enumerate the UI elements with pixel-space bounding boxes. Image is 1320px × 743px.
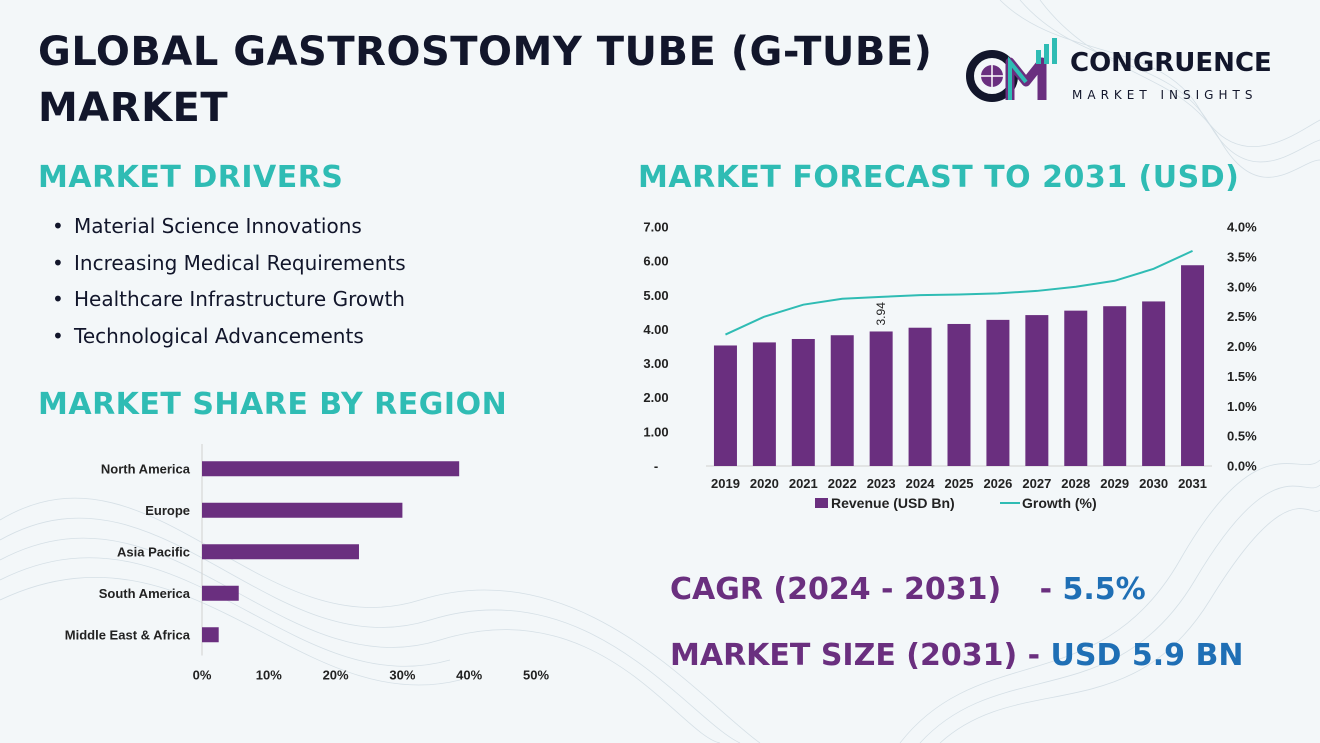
x-tick-label: 20% <box>323 668 349 683</box>
x-tick-label: 2027 <box>1022 476 1051 491</box>
y2-tick-label: 3.5% <box>1227 249 1257 264</box>
market-size-label: MARKET SIZE (2031) <box>670 638 1018 673</box>
revenue-bar <box>713 345 737 466</box>
y-tick-label: 1.00 <box>643 424 668 439</box>
revenue-bar <box>947 323 971 466</box>
cagr-label: CAGR (2024 - 2031) <box>670 572 1002 607</box>
x-tick-label: 50% <box>523 668 549 683</box>
driver-item-label: Technological Advancements <box>74 323 364 348</box>
revenue-bar <box>1064 310 1088 466</box>
forecast-heading: MARKET FORECAST TO 2031 (USD) <box>638 160 1240 195</box>
drivers-list: • Material Science Innovations • Increasin… <box>52 208 406 354</box>
company-logo: CONGRUENCE MARKET INSIGHTS <box>962 36 1292 108</box>
region-bar <box>202 544 359 560</box>
y-tick-label: 2.00 <box>643 390 668 405</box>
x-tick-label: 2020 <box>750 476 779 491</box>
legend-swatch-revenue <box>815 498 828 508</box>
y2-tick-label: 0.0% <box>1227 459 1257 474</box>
revenue-bar <box>791 338 815 466</box>
driver-item-label: Material Science Innovations <box>74 214 362 238</box>
region-category-label: Asia Pacific <box>117 544 190 559</box>
revenue-bar <box>1142 301 1166 466</box>
driver-item: • Increasing Medical Requirements <box>52 250 406 275</box>
y-tick-label: 3.00 <box>643 356 668 371</box>
logo-tagline: MARKET INSIGHTS <box>1072 88 1258 102</box>
x-tick-label: 0% <box>193 668 212 683</box>
revenue-bar <box>830 335 854 466</box>
driver-item-label: Increasing Medical Requirements <box>74 250 406 275</box>
driver-item-label: Healthcare Infrastructure Growth <box>74 287 405 311</box>
region-bar <box>202 627 219 643</box>
logo-mark-icon <box>966 38 1057 102</box>
legend-label-growth: Growth (%) <box>1022 495 1097 511</box>
y2-tick-label: 1.5% <box>1227 369 1257 384</box>
driver-item: • Healthcare Infrastructure Growth <box>52 287 405 311</box>
region-category-label: North America <box>101 461 191 476</box>
x-tick-label: 2026 <box>983 476 1012 491</box>
page-title: GLOBAL GASTROSTOMY TUBE (G-TUBE) MARKET <box>38 29 933 131</box>
y2-tick-label: 1.0% <box>1227 399 1257 414</box>
logo-name: CONGRUENCE <box>1070 48 1272 78</box>
x-tick-label: 10% <box>256 668 282 683</box>
legend-label-revenue: Revenue (USD Bn) <box>831 495 955 511</box>
y-tick-label: 5.00 <box>643 288 668 303</box>
x-tick-label: 40% <box>456 668 482 683</box>
region-share-chart: North America Europe Asia Pacific South Ame… <box>65 444 549 683</box>
x-tick-label: 2031 <box>1178 476 1207 491</box>
region-bar <box>202 502 403 518</box>
revenue-bar <box>869 331 893 466</box>
x-tick-label: 2030 <box>1139 476 1168 491</box>
x-tick-label: 2019 <box>711 476 740 491</box>
y2-tick-label: 2.5% <box>1227 309 1257 324</box>
revenue-bar <box>1103 306 1127 466</box>
region-category-label: South America <box>99 586 191 601</box>
region-category-label: Middle East & Africa <box>65 627 191 642</box>
market-size-value: USD 5.9 BN <box>1050 638 1244 673</box>
market-size-separator: - <box>1017 638 1051 673</box>
market-drivers-heading: MARKET DRIVERS <box>38 160 344 195</box>
x-tick-label: 30% <box>389 668 415 683</box>
market-size-stat: MARKET SIZE (2031) - USD 5.9 BN <box>670 638 1243 673</box>
x-tick-label: 2023 <box>867 476 896 491</box>
x-tick-label: 2028 <box>1061 476 1090 491</box>
x-tick-label: 2024 <box>906 476 936 491</box>
driver-item: • Material Science Innovations <box>52 214 362 238</box>
revenue-bar <box>1181 265 1205 466</box>
region-category-label: Europe <box>145 503 190 518</box>
driver-item: • Technological Advancements <box>52 323 364 348</box>
y-tick-label: 6.00 <box>643 254 668 269</box>
y2-tick-label: 3.0% <box>1227 279 1257 294</box>
forecast-chart: - 1.00 2.00 3.00 4.00 5.00 6.00 7.00 0.0% 0.5% 1.0… <box>643 220 1257 512</box>
x-tick-label: 2029 <box>1100 476 1129 491</box>
y-tick-label: 4.00 <box>643 322 668 337</box>
region-bar <box>202 461 460 477</box>
bar-data-label: 3.94 <box>874 302 888 326</box>
x-tick-label: 2021 <box>789 476 818 491</box>
cagr-value: 5.5% <box>1062 572 1146 607</box>
x-tick-label: 2025 <box>945 476 974 491</box>
y-tick-label: 7.00 <box>643 220 668 235</box>
y2-tick-label: 0.5% <box>1227 429 1257 444</box>
x-tick-label: 2022 <box>828 476 857 491</box>
cagr-separator: - <box>1029 572 1063 607</box>
region-bar <box>202 585 239 601</box>
revenue-bar <box>908 327 932 466</box>
region-share-heading: MARKET SHARE BY REGION <box>38 387 508 422</box>
y-tick-label: - <box>654 459 658 474</box>
y2-tick-label: 4.0% <box>1227 220 1257 235</box>
growth-line <box>725 249 1193 336</box>
y2-tick-label: 2.0% <box>1227 339 1257 354</box>
cagr-stat: CAGR (2024 - 2031) - 5.5% <box>670 572 1146 607</box>
revenue-bar <box>1025 315 1049 466</box>
revenue-bar <box>752 342 776 466</box>
revenue-bar <box>986 319 1010 466</box>
